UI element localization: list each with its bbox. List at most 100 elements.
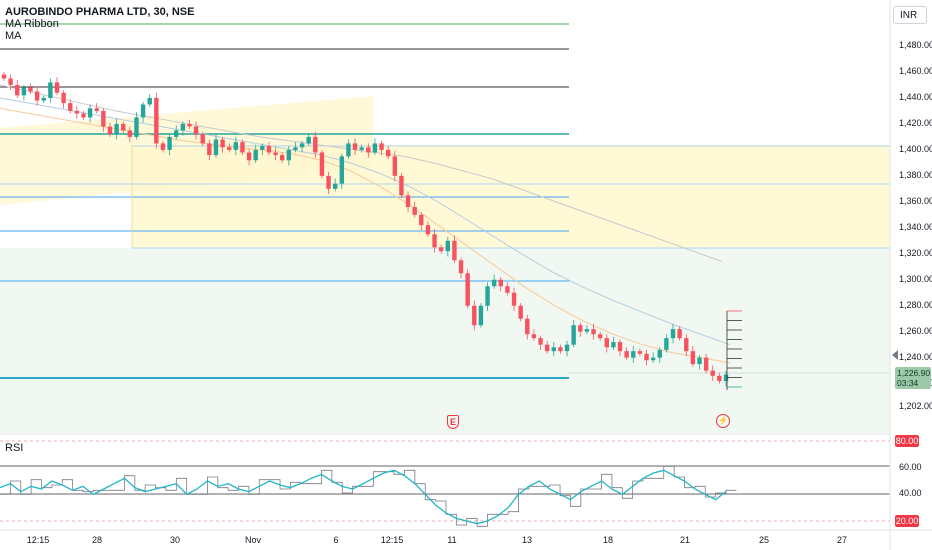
candle-body — [511, 292, 517, 306]
price-tick: 1,320.00 — [899, 247, 932, 258]
candle-body — [597, 334, 603, 339]
candle-body — [114, 123, 119, 135]
candle-body — [8, 78, 13, 85]
rsi-tick: 60.00 — [899, 461, 922, 472]
time-tick: 6 — [333, 535, 338, 545]
candle-body — [366, 147, 371, 153]
candle-body — [280, 155, 285, 161]
price-tick: 1,420.00 — [899, 117, 932, 128]
candle-body — [246, 152, 252, 161]
currency-selector[interactable]: INR — [893, 6, 927, 24]
candle-body — [412, 207, 417, 215]
time-tick: 11 — [447, 535, 456, 545]
time-tick: 28 — [92, 535, 102, 545]
last-price-tag: 1,226.90 03:34 — [895, 367, 931, 389]
candle-body — [703, 357, 709, 371]
candles — [1, 71, 729, 387]
candle-body — [193, 126, 199, 135]
price-tick: 1,460.00 — [899, 65, 932, 76]
candle-body — [445, 240, 450, 252]
rsi-title[interactable]: RSI — [5, 442, 24, 454]
indicator-ma-ribbon[interactable]: MA Ribbon — [5, 18, 59, 30]
candle-body — [385, 149, 391, 157]
candle-body — [134, 117, 139, 137]
split-marker-icon[interactable]: ⚡ — [716, 414, 730, 428]
candle-body — [54, 82, 60, 93]
candle-body — [531, 334, 537, 339]
candle-body — [87, 108, 93, 118]
candle-body — [140, 104, 146, 118]
candle-body — [107, 126, 113, 135]
symbol-title[interactable]: AUROBINDO PHARMA LTD, 30, NSE — [5, 6, 195, 18]
candle-body — [498, 279, 503, 287]
candle-body — [425, 225, 431, 235]
candle-body — [266, 145, 272, 153]
candle-body — [611, 342, 616, 348]
candle-body — [650, 357, 656, 361]
candle-body — [637, 351, 643, 354]
candle-body — [121, 123, 126, 131]
candle-body — [372, 143, 378, 153]
candle-body — [293, 147, 298, 150]
candle-body — [478, 305, 484, 326]
candle-body — [61, 92, 66, 104]
candle-body — [207, 143, 212, 156]
candle-body — [154, 97, 159, 144]
candle-body — [187, 123, 192, 127]
candle-body — [664, 338, 669, 350]
candle-body — [578, 325, 583, 332]
candle-body — [101, 110, 106, 127]
candle-body — [617, 342, 623, 352]
candle-body — [200, 134, 205, 144]
candle-body — [233, 142, 239, 150]
price-tick: 1,340.00 — [899, 221, 932, 232]
candle-body — [558, 347, 563, 352]
candle-body — [717, 375, 722, 382]
candle-body — [657, 349, 662, 358]
price-tick: 1,480.00 — [899, 40, 932, 50]
earnings-marker-icon[interactable]: E — [447, 415, 459, 429]
indicator-ma[interactable]: MA — [5, 30, 22, 42]
candle-body — [644, 353, 649, 361]
rsi-line — [0, 469, 727, 525]
candle-body — [505, 286, 510, 293]
candle-body — [213, 139, 219, 156]
candle-body — [485, 286, 490, 306]
last-price: 1,226.90 — [897, 368, 931, 378]
candle-body — [452, 240, 457, 261]
rsi-tick: 80.00 — [895, 435, 919, 447]
candle-body — [591, 329, 596, 335]
candle-body — [127, 130, 133, 137]
rsi-step-line — [0, 465, 737, 527]
candle-body — [21, 87, 27, 96]
price-tick: 1,360.00 — [899, 195, 932, 206]
time-axis[interactable]: 12:15 28 30 Nov 6 12:15 11 13 18 21 25 27 — [27, 535, 847, 545]
rsi-tick: 40.00 — [899, 488, 922, 499]
candle-body — [432, 234, 437, 248]
candle-body — [332, 183, 338, 189]
candle-body — [227, 147, 232, 150]
candle-body — [544, 344, 550, 352]
rsi-tick: 20.00 — [895, 515, 919, 527]
price-tick: 1,240.00 — [899, 351, 932, 362]
time-tick: 21 — [680, 535, 690, 545]
candle-body — [48, 82, 53, 98]
candle-body — [710, 370, 715, 376]
chart-legend: AUROBINDO PHARMA LTD, 30, NSE MA Ribbon … — [5, 6, 194, 42]
candle-body — [299, 143, 305, 148]
candle-body — [339, 156, 345, 184]
candle-body — [319, 152, 325, 176]
price-tick: 1,380.00 — [899, 169, 932, 180]
candle-body — [677, 329, 682, 339]
candle-body — [359, 147, 364, 150]
candle-body — [160, 143, 166, 150]
candle-body — [286, 149, 292, 161]
price-tick: 1,280.00 — [899, 299, 932, 310]
ma-line — [0, 84, 723, 263]
candle-body — [167, 136, 172, 150]
candle-body — [438, 247, 444, 252]
scroll-arrow-icon[interactable] — [892, 350, 898, 360]
price-tick: 1,260.00 — [899, 325, 932, 336]
price-tick: 1,440.00 — [899, 91, 932, 102]
